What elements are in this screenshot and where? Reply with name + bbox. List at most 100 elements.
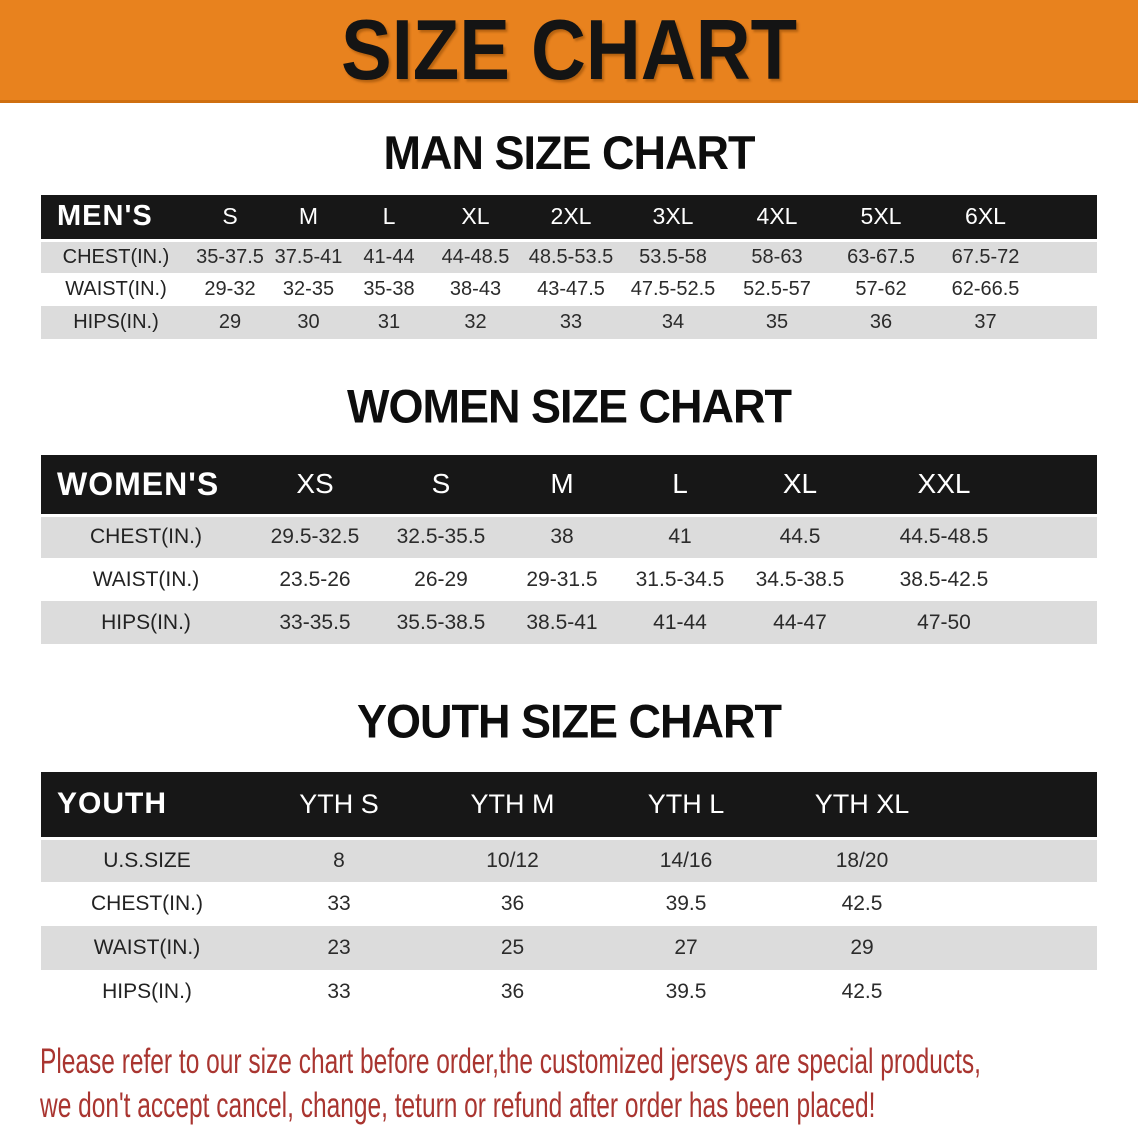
- size-value-cell: 63-67.5: [829, 240, 933, 273]
- row-label: CHEST(IN.): [91, 892, 203, 915]
- size-value-cell: 44-48.5: [430, 240, 521, 273]
- row-label: WAIST(IN.): [65, 278, 167, 300]
- size-value-cell: 58-63: [725, 240, 829, 273]
- womens-col-xs: XS: [251, 455, 379, 517]
- size-value-cell: 30: [269, 306, 348, 339]
- table-filler-cell: [1038, 195, 1097, 242]
- youth-hips-row: HIPS(IN.) 33 36 39.5 42.5: [41, 970, 1097, 1014]
- womens-col-l: L: [621, 455, 739, 517]
- disclaimer-line-1: Please refer to our size chart before or…: [40, 1042, 981, 1081]
- mens-col-xl: XL: [430, 195, 521, 242]
- size-value-cell: 29: [772, 926, 952, 970]
- womens-col-s: S: [379, 455, 503, 517]
- row-label: HIPS(IN.): [102, 980, 192, 1003]
- row-label: HIPS(IN.): [41, 306, 191, 339]
- size-value-cell: 35-37.5: [191, 240, 269, 273]
- size-value-cell: 52.5-57: [743, 278, 811, 300]
- table-filler-cell: [952, 882, 1097, 926]
- size-value-cell: 26-29: [414, 567, 468, 591]
- women-size-chart-heading: WOMEN SIZE CHART: [347, 379, 792, 434]
- size-value-cell: 32-35: [282, 278, 335, 300]
- mens-col-6xl: 6XL: [933, 195, 1038, 242]
- womens-chest-row: CHEST(IN.) 29.5-32.5 32.5-35.5 38 41 44.…: [41, 515, 1097, 558]
- womens-col-m: M: [503, 455, 621, 517]
- size-value-cell: 14/16: [600, 838, 772, 882]
- size-value-cell: 44-47: [739, 601, 861, 644]
- banner-title: SIZE CHART: [341, 2, 797, 98]
- womens-table-label: WOMEN'S: [41, 455, 251, 517]
- size-value-cell: 31: [348, 306, 430, 339]
- womens-size-table: WOMEN'S XS S M L XL XXL CHEST(IN.) 29.5-…: [41, 455, 1097, 644]
- youth-table-label: YOUTH: [41, 772, 253, 840]
- size-value-cell: 36: [500, 892, 525, 915]
- size-value-cell: 37.5-41: [269, 240, 348, 273]
- table-filler-cell: [1027, 515, 1097, 558]
- size-value-cell: 38-43: [449, 278, 502, 300]
- size-value-cell: 44.5-48.5: [861, 515, 1027, 558]
- youth-col-s: YTH S: [253, 772, 425, 840]
- youth-col-xl: YTH XL: [772, 772, 952, 840]
- size-value-cell: 34.5-38.5: [755, 567, 845, 591]
- size-value-cell: 42.5: [841, 892, 883, 915]
- youth-chest-row: CHEST(IN.) 33 36 39.5 42.5: [41, 882, 1097, 926]
- size-value-cell: 29-32: [204, 278, 256, 300]
- size-value-cell: 62-66.5: [951, 278, 1020, 300]
- size-value-cell: 43-47.5: [537, 278, 605, 300]
- size-value-cell: 35-38: [363, 278, 415, 300]
- size-value-cell: 36: [829, 306, 933, 339]
- mens-header-row: MEN'S S M L XL 2XL 3XL 4XL 5XL 6XL: [41, 195, 1097, 242]
- size-value-cell: 39.5: [665, 980, 707, 1003]
- youth-waist-row: WAIST(IN.) 23 25 27 29: [41, 926, 1097, 970]
- womens-col-xxl: XXL: [861, 455, 1027, 517]
- man-size-chart-heading: MAN SIZE CHART: [383, 125, 756, 180]
- size-value-cell: 37: [933, 306, 1038, 339]
- size-value-cell: 38.5-41: [503, 601, 621, 644]
- mens-col-3xl: 3XL: [621, 195, 725, 242]
- row-label: CHEST(IN.): [41, 515, 251, 558]
- row-label: U.S.SIZE: [41, 838, 253, 882]
- size-value-cell: 29: [191, 306, 269, 339]
- size-value-cell: 33: [521, 306, 621, 339]
- size-value-cell: 23.5-26: [279, 567, 351, 591]
- size-value-cell: 57-62: [855, 278, 907, 300]
- mens-hips-row: HIPS(IN.) 29 30 31 32 33 34 35 36 37: [41, 306, 1097, 339]
- size-value-cell: 33: [327, 892, 351, 915]
- table-filler-cell: [952, 838, 1097, 882]
- womens-col-xl: XL: [739, 455, 861, 517]
- youth-ussize-row: U.S.SIZE 8 10/12 14/16 18/20: [41, 838, 1097, 882]
- size-value-cell: 8: [253, 838, 425, 882]
- table-filler-cell: [1038, 240, 1097, 273]
- row-label: HIPS(IN.): [41, 601, 251, 644]
- table-filler-cell: [1027, 601, 1097, 644]
- size-value-cell: 33-35.5: [251, 601, 379, 644]
- mens-chest-row: CHEST(IN.) 35-37.5 37.5-41 41-44 44-48.5…: [41, 240, 1097, 273]
- size-value-cell: 47.5-52.5: [630, 278, 716, 300]
- size-value-cell: 23: [253, 926, 425, 970]
- mens-waist-row: WAIST(IN.) 29-32 32-35 35-38 38-43 43-47…: [41, 273, 1097, 306]
- size-value-cell: 47-50: [861, 601, 1027, 644]
- size-value-cell: 33: [327, 980, 351, 1003]
- mens-col-s: S: [191, 195, 269, 242]
- size-value-cell: 42.5: [841, 980, 883, 1003]
- table-filler-cell: [1038, 306, 1097, 339]
- size-value-cell: 44.5: [739, 515, 861, 558]
- womens-hips-row: HIPS(IN.) 33-35.5 35.5-38.5 38.5-41 41-4…: [41, 601, 1097, 644]
- size-value-cell: 31.5-34.5: [635, 567, 725, 591]
- row-label: WAIST(IN.): [41, 926, 253, 970]
- size-value-cell: 35.5-38.5: [379, 601, 503, 644]
- size-value-cell: 38: [503, 515, 621, 558]
- table-filler-cell: [1038, 273, 1097, 306]
- size-value-cell: 32.5-35.5: [379, 515, 503, 558]
- size-value-cell: 41-44: [621, 601, 739, 644]
- disclaimer-line-2: we don't accept cancel, change, teturn o…: [40, 1086, 876, 1125]
- youth-col-l: YTH L: [600, 772, 772, 840]
- youth-col-m: YTH M: [425, 772, 600, 840]
- size-value-cell: 29-31.5: [526, 567, 598, 591]
- row-label: WAIST(IN.): [92, 567, 200, 591]
- size-value-cell: 35: [725, 306, 829, 339]
- table-filler-cell: [952, 772, 1097, 840]
- size-value-cell: 53.5-58: [621, 240, 725, 273]
- disclaimer: Please refer to our size chart before or…: [40, 1040, 1138, 1128]
- youth-header-row: YOUTH YTH S YTH M YTH L YTH XL: [41, 772, 1097, 840]
- womens-waist-row: WAIST(IN.) 23.5-26 26-29 29-31.5 31.5-34…: [41, 558, 1097, 601]
